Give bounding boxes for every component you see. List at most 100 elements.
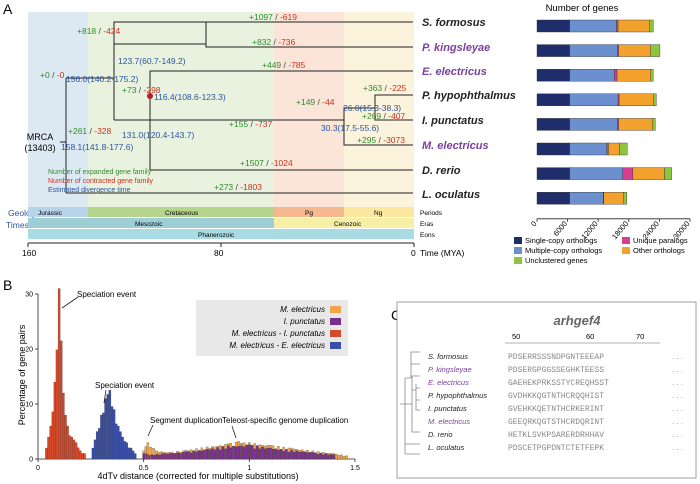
hist-bar bbox=[45, 447, 48, 460]
bar-axis-tick-label: 0 bbox=[529, 219, 539, 228]
hist-bar bbox=[261, 446, 264, 460]
bar-segment bbox=[536, 118, 570, 131]
bar-segment bbox=[569, 142, 608, 156]
time-tick-label: 80 bbox=[214, 248, 224, 258]
align-seq: GVDHKKQGTNTHCRQQHIST bbox=[508, 392, 604, 401]
tree-legend-time: Estimated divergence time bbox=[48, 187, 131, 194]
align-species: S. formosus bbox=[428, 352, 468, 361]
hist-bar bbox=[131, 450, 135, 460]
row-label-eons: Eons bbox=[420, 232, 436, 239]
hist-bar bbox=[93, 439, 97, 460]
hist-bar bbox=[263, 448, 267, 460]
hist-legend-swatch bbox=[330, 318, 341, 325]
bar-segment bbox=[569, 191, 604, 205]
gl-silu2: +149 / -44 bbox=[296, 97, 335, 107]
gl-oto: +261 / -328 bbox=[68, 126, 112, 136]
node-ages: 156.0(140.2-175.2) 158.1(141.8-177.6) 12… bbox=[61, 56, 401, 152]
arrow-speciation-1 bbox=[61, 296, 79, 309]
bar-segment bbox=[536, 93, 570, 107]
hist-bar bbox=[253, 448, 256, 460]
legend-swatch-unclustered bbox=[514, 257, 522, 264]
alignment-tree bbox=[400, 351, 420, 455]
bar-segment bbox=[652, 118, 656, 131]
hist-legend: M. electricus I. punctatus M. electricus… bbox=[196, 300, 348, 356]
panel-b-label: B bbox=[3, 277, 12, 293]
hist-bar bbox=[258, 448, 262, 460]
species-label: P. kingsleyae bbox=[422, 42, 490, 54]
row-label-eras: Eras bbox=[420, 221, 434, 228]
legend-text: Multiple-copy orthologs bbox=[525, 246, 602, 255]
hist-bar bbox=[110, 406, 114, 460]
hist-bar bbox=[234, 446, 238, 460]
bg-neogene bbox=[344, 12, 414, 208]
hist-bar bbox=[168, 453, 172, 460]
gl-silu: +155 / -737 bbox=[229, 119, 273, 129]
hist-bar bbox=[72, 439, 76, 460]
align-ellipsis: . . . bbox=[672, 391, 683, 400]
hist-bar bbox=[171, 453, 174, 460]
hist-bar bbox=[179, 453, 182, 460]
hist-bar bbox=[129, 447, 133, 460]
era-label: Mesozoic bbox=[135, 221, 163, 228]
gl-phyp: +363 / -225 bbox=[363, 83, 407, 93]
hist-bar bbox=[287, 451, 291, 460]
bar-segment bbox=[616, 68, 651, 82]
align-seq: PDSERGPGGSSEGHKTEESS bbox=[508, 366, 604, 375]
align-species: I. punctatus bbox=[428, 404, 467, 413]
age-otophysi: 131.0(120.4-143.7) bbox=[122, 130, 194, 140]
hist-bar bbox=[47, 436, 50, 460]
annotation-speciation-1: Speciation event bbox=[77, 290, 137, 299]
geologic-label: Geologic bbox=[8, 208, 42, 218]
branch-gs bbox=[149, 70, 413, 96]
time-axis-label: Time (MYA) bbox=[420, 248, 465, 258]
hist-bar bbox=[274, 448, 277, 460]
hist-bar bbox=[158, 454, 161, 460]
phylogenetic-tree bbox=[60, 21, 413, 194]
hist-bar bbox=[250, 445, 254, 460]
hist-bar bbox=[340, 454, 343, 460]
hist-bar bbox=[298, 451, 301, 460]
bar-segment bbox=[649, 19, 654, 33]
bar-chart-legend: Single-copy orthologs Unique paralogs Mu… bbox=[514, 236, 688, 265]
hist-bar bbox=[342, 456, 346, 460]
hist-bar bbox=[242, 446, 246, 460]
hist-bar bbox=[161, 453, 164, 460]
hist-bar bbox=[219, 449, 222, 460]
hist-bar bbox=[81, 453, 84, 460]
hist-bar bbox=[279, 449, 283, 460]
period-jurassic bbox=[28, 207, 88, 217]
gl-gs: +73 / -298 bbox=[122, 85, 161, 95]
hist-bar bbox=[184, 451, 188, 460]
legend-swatch-unique-paralogs bbox=[622, 237, 630, 244]
ruler-tick-label: 60 bbox=[586, 332, 594, 341]
hist-bar bbox=[295, 450, 299, 460]
hist-bar bbox=[57, 288, 61, 460]
hist-bar bbox=[64, 414, 67, 460]
bar-segment bbox=[632, 167, 665, 180]
bar-segment bbox=[569, 19, 617, 33]
hist-bar bbox=[148, 455, 151, 460]
row-label-periods: Periods bbox=[420, 210, 443, 217]
hist-bar bbox=[166, 453, 169, 460]
branch-drerio bbox=[149, 145, 413, 171]
bar-segment bbox=[622, 167, 634, 180]
age-gymno-silu: 116.4(108.6-123.3) bbox=[154, 92, 226, 102]
age-silu: 30.3(17.5-55.6) bbox=[321, 123, 379, 133]
hist-bar bbox=[190, 452, 193, 460]
hist-y-tick-label: 0 bbox=[29, 457, 33, 464]
panel-c-title: arhgef4 bbox=[554, 313, 602, 328]
bar-segment bbox=[616, 19, 619, 33]
hist-bar bbox=[74, 442, 78, 460]
hist-bar bbox=[303, 452, 307, 460]
hist-legend-swatch bbox=[330, 306, 341, 313]
bg-jurassic bbox=[28, 12, 88, 208]
hist-bar bbox=[322, 454, 325, 460]
branch-osteo-node bbox=[114, 21, 413, 48]
bar-segment bbox=[618, 93, 654, 107]
hist-legend-text: I. punctatus bbox=[284, 317, 325, 326]
hist-bar bbox=[293, 451, 296, 460]
hist-bar bbox=[155, 454, 159, 460]
tree-legend-expanded: Number of expanded gene family bbox=[48, 169, 152, 176]
hist-bar bbox=[149, 447, 152, 460]
